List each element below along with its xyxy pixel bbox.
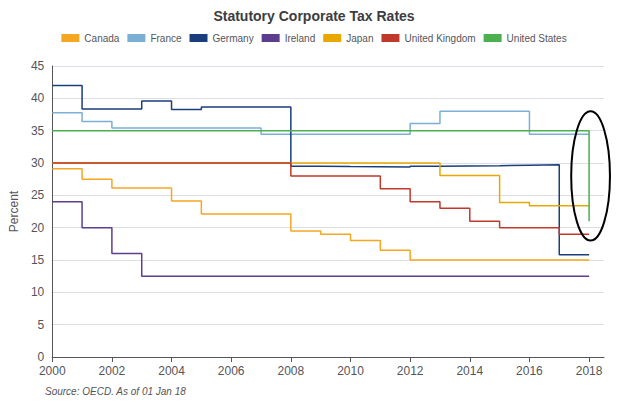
svg-text:2018: 2018 (576, 364, 603, 378)
svg-text:2010: 2010 (337, 364, 364, 378)
svg-text:40: 40 (31, 91, 45, 105)
svg-text:2014: 2014 (456, 364, 483, 378)
svg-text:2004: 2004 (158, 364, 185, 378)
svg-text:2000: 2000 (39, 364, 66, 378)
svg-text:Source: OECD. As of 01 Jan 18: Source: OECD. As of 01 Jan 18 (45, 386, 186, 397)
svg-text:2006: 2006 (218, 364, 245, 378)
svg-text:5: 5 (38, 318, 45, 332)
svg-text:Percent: Percent (7, 190, 21, 232)
svg-text:0: 0 (38, 350, 45, 364)
svg-text:France: France (150, 33, 182, 44)
svg-text:35: 35 (31, 124, 45, 138)
svg-text:2012: 2012 (397, 364, 424, 378)
svg-text:2008: 2008 (277, 364, 304, 378)
svg-text:30: 30 (31, 156, 45, 170)
svg-text:United Kingdom: United Kingdom (404, 33, 475, 44)
svg-text:Statutory Corporate Tax Rates: Statutory Corporate Tax Rates (213, 8, 414, 24)
svg-text:2002: 2002 (99, 364, 126, 378)
svg-text:45: 45 (31, 59, 45, 73)
svg-text:10: 10 (31, 285, 45, 299)
svg-text:United States: United States (507, 33, 567, 44)
svg-text:Ireland: Ireland (285, 33, 316, 44)
svg-text:25: 25 (31, 188, 45, 202)
svg-text:Germany: Germany (213, 33, 254, 44)
svg-text:20: 20 (31, 221, 45, 235)
svg-text:Japan: Japan (346, 33, 373, 44)
svg-text:15: 15 (31, 253, 45, 267)
svg-text:Canada: Canada (84, 33, 119, 44)
svg-text:2016: 2016 (516, 364, 543, 378)
